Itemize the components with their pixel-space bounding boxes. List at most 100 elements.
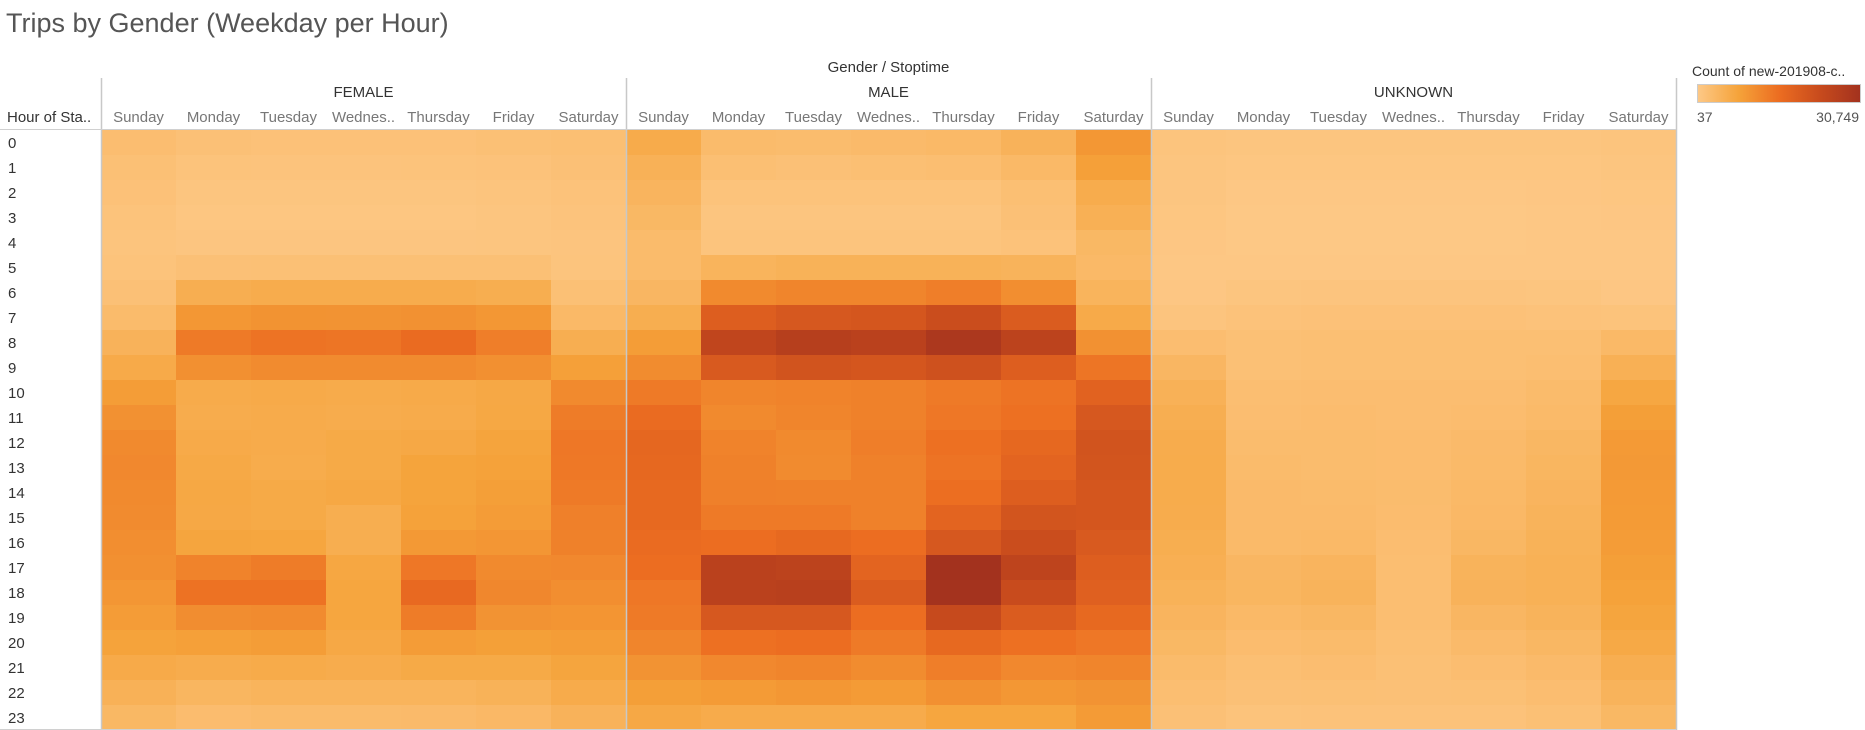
heatmap-cell [1301, 130, 1376, 155]
heatmap-cell [1076, 330, 1151, 355]
heatmap-cell [851, 555, 926, 580]
hour-label: 1 [8, 160, 16, 177]
heatmap-cell [1376, 305, 1451, 330]
heatmap-cell [1076, 380, 1151, 405]
heatmap-cell [326, 555, 401, 580]
heatmap-cell [101, 530, 176, 555]
heatmap-cell [926, 130, 1001, 155]
heatmap-cell [101, 430, 176, 455]
heatmap-cell [626, 155, 701, 180]
heatmap-cell [476, 605, 551, 630]
heatmap-cell [701, 630, 776, 655]
heatmap-cell [701, 455, 776, 480]
heatmap-cell [701, 605, 776, 630]
heatmap-cell [1001, 330, 1076, 355]
heatmap-cell [1001, 430, 1076, 455]
heatmap-cell [851, 355, 926, 380]
heatmap-cell [1001, 480, 1076, 505]
heatmap-cell [551, 630, 626, 655]
legend-max-label: 30,749 [1816, 109, 1859, 125]
heatmap-cell [176, 405, 251, 430]
heatmap-cell [1301, 180, 1376, 205]
heatmap-cell [926, 480, 1001, 505]
heatmap-cell [176, 305, 251, 330]
heatmap-cell [1451, 380, 1526, 405]
row-header-title: Hour of Sta.. [7, 109, 91, 126]
heatmap-cell [476, 305, 551, 330]
heatmap-cell [401, 380, 476, 405]
heatmap-cell [326, 155, 401, 180]
heatmap-cell [851, 580, 926, 605]
heatmap-cell [851, 680, 926, 705]
heatmap-cell [1526, 680, 1601, 705]
heatmap-cell [1376, 380, 1451, 405]
hour-label: 15 [8, 510, 25, 527]
heatmap-cell [1001, 555, 1076, 580]
heatmap-cell [776, 180, 851, 205]
heatmap-cell [1301, 580, 1376, 605]
heatmap-cell [1601, 230, 1676, 255]
day-label: Saturday [1083, 109, 1144, 126]
heatmap-cell [1451, 530, 1526, 555]
heatmap-cell [401, 705, 476, 730]
heatmap-cell [1451, 280, 1526, 305]
heatmap-cell [326, 305, 401, 330]
heatmap-cell [1151, 430, 1226, 455]
heatmap-cell [701, 155, 776, 180]
heatmap-cell [176, 205, 251, 230]
heatmap-cell [1526, 305, 1601, 330]
heatmap-cell [551, 555, 626, 580]
heatmap-cell [476, 280, 551, 305]
heatmap-cell [1526, 480, 1601, 505]
heatmap-cell [1526, 705, 1601, 730]
heatmap-cell [926, 705, 1001, 730]
heatmap-cell [476, 480, 551, 505]
heatmap-cell [626, 230, 701, 255]
heatmap-cell [926, 330, 1001, 355]
hour-label: 22 [8, 685, 25, 702]
heatmap-cell [1226, 230, 1301, 255]
heatmap-cell [251, 355, 326, 380]
heatmap-cell [926, 255, 1001, 280]
heatmap-cell [1301, 455, 1376, 480]
heatmap-cell [701, 405, 776, 430]
heatmap-cell [776, 555, 851, 580]
heatmap-cell [926, 605, 1001, 630]
hour-label: 17 [8, 560, 25, 577]
heatmap-cell [1376, 155, 1451, 180]
heatmap-cell [251, 280, 326, 305]
heatmap-cell [626, 580, 701, 605]
heatmap-cell [1001, 255, 1076, 280]
heatmap-cell [701, 580, 776, 605]
heatmap-cell [1151, 155, 1226, 180]
heatmap-cell [326, 630, 401, 655]
day-label: Thursday [932, 109, 995, 126]
heatmap-cell [1076, 530, 1151, 555]
heatmap-cell [851, 530, 926, 555]
heatmap-cell [251, 130, 326, 155]
heatmap-cell [101, 230, 176, 255]
heatmap-cell [1076, 580, 1151, 605]
heatmap-cell [326, 405, 401, 430]
heatmap-cell [251, 230, 326, 255]
heatmap-cell [551, 455, 626, 480]
heatmap-cell [101, 305, 176, 330]
heatmap-cell [1376, 530, 1451, 555]
heatmap-cell [1601, 580, 1676, 605]
heatmap-cell [401, 580, 476, 605]
heatmap-cell [701, 555, 776, 580]
heatmap-cell [701, 280, 776, 305]
gender-label-male: MALE [868, 84, 909, 101]
heatmap-cell [701, 680, 776, 705]
heatmap-cell [1376, 705, 1451, 730]
heatmap-cell [701, 505, 776, 530]
heatmap-cell [326, 205, 401, 230]
hour-label: 18 [8, 585, 25, 602]
heatmap-cell [251, 505, 326, 530]
heatmap-cell [1526, 130, 1601, 155]
heatmap-cell [401, 405, 476, 430]
heatmap-cell [1076, 455, 1151, 480]
heatmap-cell [1001, 655, 1076, 680]
heatmap-cell [476, 630, 551, 655]
heatmap-cell [326, 380, 401, 405]
